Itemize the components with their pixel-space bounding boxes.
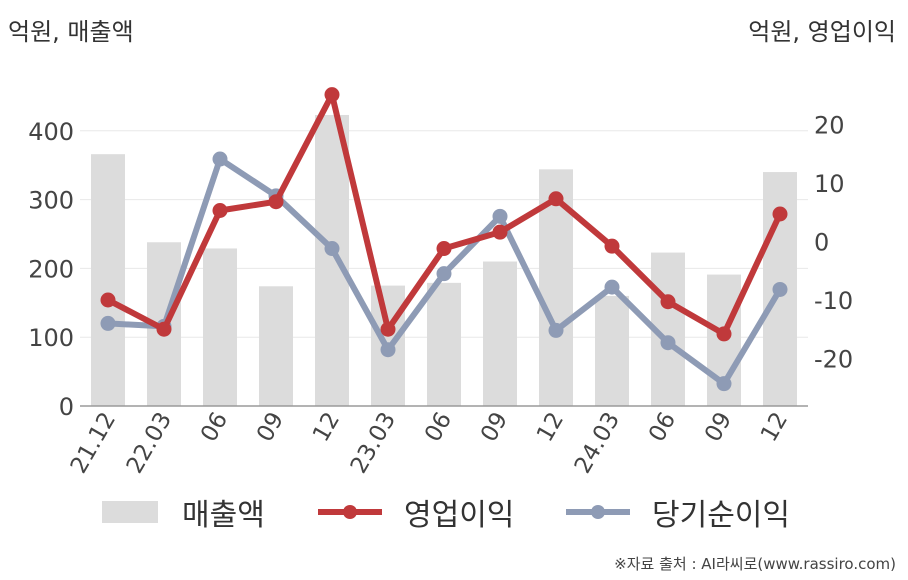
x-tick-label: 12 bbox=[756, 408, 793, 446]
legend-item-operating-profit: 영업이익 bbox=[318, 490, 514, 534]
data-point bbox=[100, 292, 116, 308]
legend-label-operating-profit: 영업이익 bbox=[404, 498, 515, 533]
data-point bbox=[492, 224, 508, 240]
x-tick-label: 06 bbox=[420, 408, 457, 446]
bar bbox=[315, 114, 349, 406]
data-point bbox=[492, 208, 508, 224]
x-tick-label: 06 bbox=[196, 408, 233, 446]
right-tick-label: -20 bbox=[814, 346, 853, 374]
right-axis-unit: 억원, 영업이익 bbox=[748, 18, 896, 46]
x-tick-label: 09 bbox=[700, 408, 737, 446]
x-tick-label: 22.03 bbox=[122, 408, 177, 478]
x-tick-label: 06 bbox=[644, 408, 681, 446]
data-point bbox=[324, 241, 340, 257]
data-point bbox=[436, 266, 452, 282]
left-axis-unit: 억원, 매출액 bbox=[8, 18, 134, 46]
data-point bbox=[548, 322, 564, 338]
legend-item-revenue: 매출액 bbox=[102, 490, 265, 534]
left-tick-label: 100 bbox=[28, 324, 74, 352]
data-point bbox=[604, 238, 620, 254]
data-point bbox=[100, 315, 116, 331]
data-point bbox=[660, 335, 676, 351]
legend-swatch-operating-profit bbox=[318, 501, 382, 523]
bar bbox=[427, 282, 461, 406]
data-point bbox=[324, 87, 340, 103]
left-tick-label: 0 bbox=[59, 393, 74, 421]
legend: 매출액 영업이익 당기순이익 bbox=[0, 490, 908, 540]
data-point bbox=[772, 281, 788, 297]
data-point bbox=[436, 241, 452, 257]
data-point bbox=[716, 376, 732, 392]
legend-swatch-net-income bbox=[566, 501, 630, 523]
data-point bbox=[716, 326, 732, 342]
x-tick-label: 09 bbox=[476, 408, 513, 446]
left-tick-label: 200 bbox=[28, 255, 74, 283]
x-tick-label: 23.03 bbox=[346, 408, 401, 478]
legend-label-revenue: 매출액 bbox=[182, 498, 265, 533]
bar bbox=[595, 295, 629, 406]
data-point bbox=[268, 194, 284, 210]
bar bbox=[203, 248, 237, 406]
data-point bbox=[548, 191, 564, 207]
data-point bbox=[212, 151, 228, 167]
data-point bbox=[772, 206, 788, 222]
left-tick-label: 400 bbox=[28, 118, 74, 146]
right-tick-label: -10 bbox=[814, 287, 853, 315]
right-tick-label: 0 bbox=[814, 229, 829, 257]
data-point bbox=[156, 321, 172, 337]
data-point bbox=[660, 294, 676, 310]
x-tick-label: 12 bbox=[532, 408, 569, 446]
data-point bbox=[604, 279, 620, 295]
source-note: ※자료 출처 : AI라씨로(www.rassiro.com) bbox=[614, 555, 896, 573]
left-tick-label: 300 bbox=[28, 187, 74, 215]
x-tick-label: 12 bbox=[308, 408, 345, 446]
x-tick-label: 21.12 bbox=[66, 408, 121, 478]
data-point bbox=[380, 342, 396, 358]
bar bbox=[91, 154, 125, 406]
data-point bbox=[380, 321, 396, 337]
legend-item-net-income: 당기순이익 bbox=[566, 490, 790, 534]
right-tick-label: 20 bbox=[814, 112, 845, 140]
right-tick-label: 10 bbox=[814, 170, 845, 198]
x-tick-label: 09 bbox=[252, 408, 289, 446]
combo-chart: 0 100 200 300 400 -20 -10 0 10 20 21.12 22.03 06 09 12… bbox=[28, 87, 853, 478]
bar bbox=[483, 261, 517, 406]
legend-label-net-income: 당기순이익 bbox=[652, 498, 790, 533]
legend-swatch-revenue bbox=[102, 501, 158, 523]
bar bbox=[259, 286, 293, 406]
x-tick-label: 24.03 bbox=[570, 408, 625, 478]
data-point bbox=[212, 202, 228, 218]
